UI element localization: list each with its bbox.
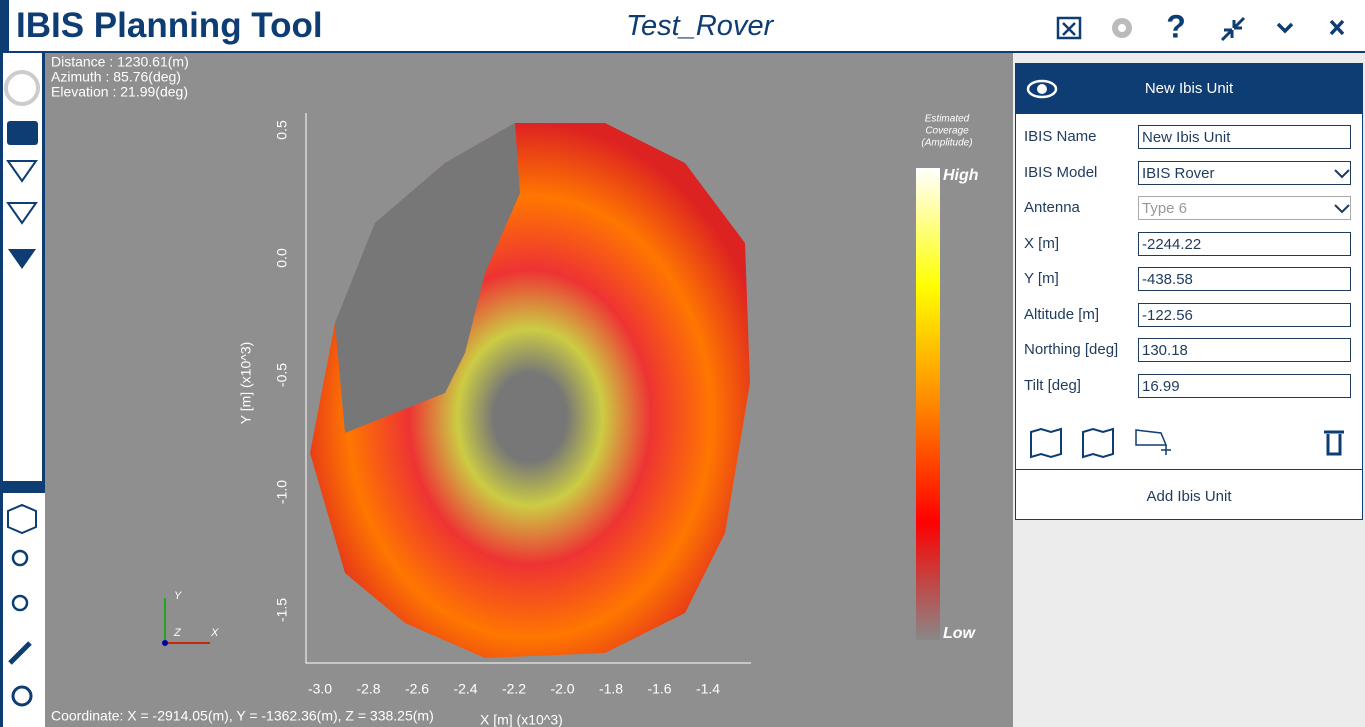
triad-label: Z bbox=[173, 627, 182, 639]
field-input[interactable]: IBIS Rover bbox=[1138, 160, 1351, 185]
locate-button[interactable] bbox=[1030, 427, 1062, 459]
legend-title: (Amplitude) bbox=[921, 138, 972, 149]
y-tick-label: 0.0 bbox=[274, 248, 290, 268]
x-tick-label: -2.6 bbox=[405, 681, 429, 697]
x-tick-label: -1.6 bbox=[647, 681, 671, 697]
viewport-3d[interactable]: Distance : 1230.61(m)Azimuth : 85.76(deg… bbox=[45, 53, 1013, 727]
field-label: Northing [deg] bbox=[1024, 341, 1119, 358]
camera-info: Distance : 1230.61(m) bbox=[51, 54, 189, 70]
x-tick-label: -2.4 bbox=[453, 681, 477, 697]
panel-tools bbox=[1030, 427, 1344, 459]
app-title: IBIS Planning Tool bbox=[16, 6, 323, 45]
camera-info: Elevation : 21.99(deg) bbox=[51, 84, 188, 100]
map-button[interactable] bbox=[1082, 427, 1114, 459]
reset-view[interactable] bbox=[11, 685, 33, 707]
close-project-button[interactable] bbox=[1056, 16, 1082, 40]
cone-tool[interactable] bbox=[8, 249, 36, 269]
delete-button[interactable] bbox=[1324, 430, 1344, 456]
legend-title: Estimated bbox=[925, 114, 970, 125]
camera-info: Azimuth : 85.76(deg) bbox=[51, 69, 181, 85]
field-label: Altitude [m] bbox=[1024, 305, 1100, 323]
coordinate-readout: Coordinate: X = -2914.05(m), Y = -1362.3… bbox=[51, 708, 434, 724]
field-input[interactable]: 16.99 bbox=[1138, 373, 1351, 398]
x-tick-label: -1.4 bbox=[696, 681, 720, 697]
x-tick-label: -2.0 bbox=[550, 681, 574, 697]
field-label: IBIS Model bbox=[1024, 163, 1098, 181]
x-tick-label: -3.0 bbox=[308, 681, 332, 697]
unit-tool[interactable] bbox=[7, 121, 38, 145]
area-button[interactable] bbox=[1135, 429, 1171, 455]
close-button[interactable] bbox=[1329, 19, 1345, 36]
field-input[interactable]: New Ibis Unit bbox=[1138, 125, 1351, 149]
minimize-button[interactable] bbox=[1276, 22, 1294, 34]
title-bar: IBIS Planning Tool Test_Rover ? bbox=[0, 0, 1365, 53]
settings-button[interactable] bbox=[1112, 18, 1132, 38]
visibility-toggle[interactable] bbox=[1026, 76, 1058, 102]
dropdown-arrow[interactable] bbox=[1334, 168, 1350, 179]
axes bbox=[305, 113, 751, 664]
field-input[interactable]: -438.58 bbox=[1138, 267, 1351, 291]
colorbar bbox=[916, 168, 940, 640]
dropdown-arrow[interactable] bbox=[1334, 204, 1350, 214]
unit-panel: New Ibis Unit IBIS Name New Ibis Unit IBIS… bbox=[1015, 63, 1363, 520]
field-label: Antenna bbox=[1024, 199, 1080, 216]
panel-title: New Ibis Unit bbox=[1144, 80, 1234, 97]
x-axis-label: X [m] (x10^3) bbox=[480, 712, 563, 727]
x-tick-label: -2.2 bbox=[502, 681, 526, 697]
legend-low: Low bbox=[943, 625, 977, 642]
add-unit-button[interactable]: Add Ibis Unit bbox=[1146, 488, 1232, 505]
x-tick-label: -2.8 bbox=[356, 681, 380, 697]
zoom-out[interactable] bbox=[11, 594, 29, 612]
toolbar bbox=[0, 53, 45, 727]
field-input[interactable]: -2244.22 bbox=[1138, 231, 1351, 256]
panel-header: New Ibis Unit bbox=[1016, 64, 1362, 114]
project-name: Test_Rover bbox=[626, 10, 774, 42]
y-axis-label: Y [m] (x10^3) bbox=[238, 342, 254, 425]
view-cube[interactable] bbox=[7, 503, 37, 535]
restore-button[interactable] bbox=[1220, 16, 1246, 42]
field-input[interactable]: -122.56 bbox=[1138, 302, 1351, 327]
x-tick-label: -1.8 bbox=[599, 681, 623, 697]
cone-s-tool[interactable] bbox=[6, 202, 38, 225]
window-buttons: ? bbox=[1056, 8, 1345, 44]
radar-tool[interactable] bbox=[4, 70, 40, 106]
legend-title: Coverage bbox=[925, 126, 969, 137]
y-tick-label: -1.5 bbox=[274, 598, 290, 622]
mesh-unlit bbox=[335, 123, 520, 433]
cone-c-tool[interactable] bbox=[6, 160, 38, 183]
y-tick-label: -1.0 bbox=[274, 480, 290, 504]
measure-tool[interactable] bbox=[8, 641, 32, 665]
field-label: IBIS Name bbox=[1024, 128, 1097, 145]
help-button[interactable]: ? bbox=[1166, 8, 1186, 44]
field-label: X [m] bbox=[1024, 234, 1060, 252]
field-label: Y [m] bbox=[1024, 270, 1059, 287]
legend-high: High bbox=[943, 167, 979, 184]
zoom-in[interactable] bbox=[11, 549, 29, 567]
triad-label: X bbox=[210, 627, 219, 639]
edge bbox=[0, 0, 9, 51]
field-input[interactable]: 130.18 bbox=[1138, 338, 1351, 362]
y-tick-label: -0.5 bbox=[274, 363, 290, 387]
y-tick-label: 0.5 bbox=[274, 120, 290, 140]
field-input[interactable]: Type 6 bbox=[1138, 196, 1351, 220]
field-label: Tilt [deg] bbox=[1024, 376, 1081, 394]
triad-label: Y bbox=[174, 590, 182, 602]
